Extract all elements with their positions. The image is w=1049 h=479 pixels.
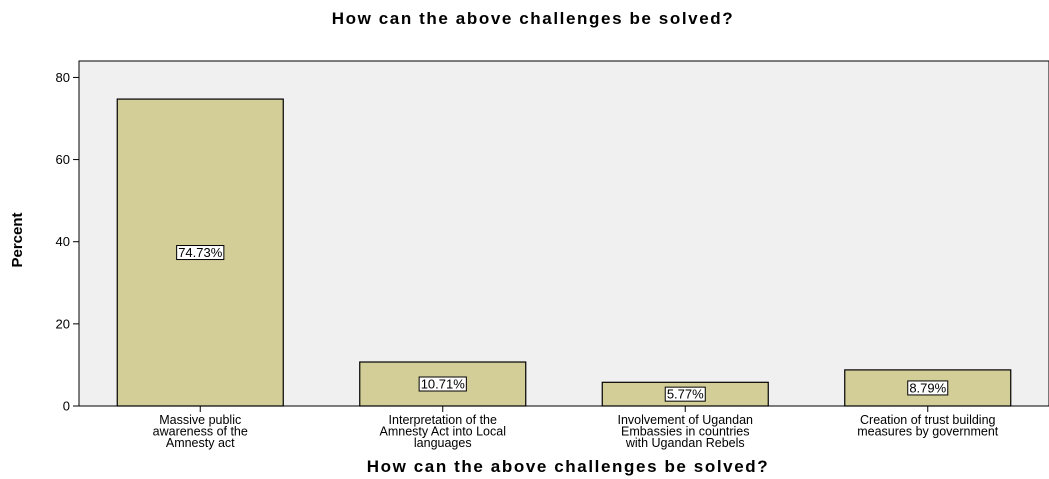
y-tick-label: 0: [63, 399, 70, 414]
y-tick-label: 60: [56, 152, 70, 167]
y-axis-title: Percent: [9, 212, 26, 267]
chart-title: How can the above challenges be solved?: [332, 9, 735, 28]
x-tick-label-line: awareness of the: [153, 425, 248, 439]
y-tick-label: 80: [56, 70, 70, 85]
x-axis: Massive public awareness of the Amnesty ac…: [153, 406, 999, 450]
data-label-box: [907, 380, 949, 396]
y-axis: 0 20 40 60 80: [56, 70, 79, 414]
x-axis-title: How can the above challenges be solved?: [367, 457, 770, 476]
data-label-box: [418, 376, 467, 392]
x-tick-label-line: with Ugandan Rebels: [625, 436, 745, 450]
x-tick-label-line: measures by government: [857, 425, 999, 439]
bars-group: 74.73% 10.71% 5.77% 8.79%: [116, 98, 1012, 407]
x-tick-label-line: Massive public: [159, 413, 241, 427]
data-label: 10.71%: [421, 377, 466, 392]
x-tick-label: Involvement of Ugandan Embassies in count…: [617, 413, 753, 450]
x-tick-label-line: Embassies in countries: [621, 425, 750, 439]
x-tick-label-line: Amnesty act: [166, 436, 235, 450]
x-tick-label: Massive public awareness of the Amnesty ac…: [153, 413, 248, 450]
x-tick-label: Interpretation of the Amnesty Act into Lo…: [380, 413, 506, 450]
x-tick-label-line: Amnesty Act into Local: [380, 425, 506, 439]
data-label: 8.79%: [909, 380, 946, 395]
y-tick-label: 20: [56, 316, 70, 331]
x-tick-label: Creation of trust building measures by go…: [857, 413, 999, 439]
data-label-box: [176, 245, 225, 261]
data-label: 74.73%: [178, 245, 223, 260]
x-tick-label-line: Creation of trust building: [860, 413, 996, 427]
y-tick-label: 40: [56, 234, 70, 249]
data-label: 5.77%: [667, 387, 704, 402]
x-tick-label-line: Interpretation of the: [389, 413, 497, 427]
x-tick-label-line: Involvement of Ugandan: [617, 413, 753, 427]
bar: [116, 98, 284, 407]
data-label-box: [664, 386, 706, 402]
x-tick-label-line: languages: [414, 436, 472, 450]
